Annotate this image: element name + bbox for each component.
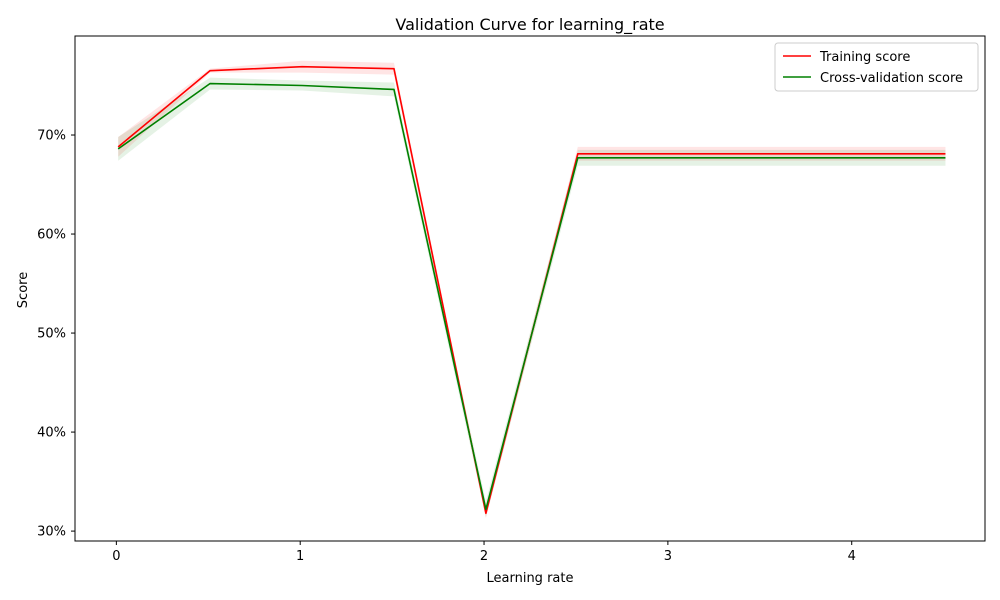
y-axis-label: Score — [16, 272, 31, 308]
x-axis: 0 1 2 3 4 — [112, 541, 856, 564]
legend-box — [774, 42, 979, 92]
y-tick-label: 30% — [37, 525, 66, 540]
x-tick-label: 0 — [112, 549, 120, 564]
x-tick-label: 2 — [480, 549, 488, 564]
x-tick-label: 3 — [664, 549, 672, 564]
legend-label-training: Training score — [819, 50, 910, 65]
y-tick-label: 60% — [37, 228, 66, 243]
plot-area-frame — [74, 35, 986, 542]
x-tick-label: 4 — [848, 549, 856, 564]
y-tick-label: 40% — [37, 426, 66, 441]
y-axis: 30% 40% 50% 60% 70% — [37, 129, 75, 540]
y-tick-label: 50% — [37, 327, 66, 342]
x-axis-label: Learning rate — [487, 571, 574, 586]
legend-label-cv: Cross-validation score — [820, 71, 963, 86]
series-lines — [117, 65, 946, 515]
x-tick-label: 1 — [296, 549, 304, 564]
legend: Training score Cross-validation score — [774, 42, 979, 92]
chart-title: Validation Curve for learning_rate — [395, 15, 664, 35]
y-tick-label: 70% — [37, 129, 66, 144]
series-line-cv — [117, 82, 946, 511]
